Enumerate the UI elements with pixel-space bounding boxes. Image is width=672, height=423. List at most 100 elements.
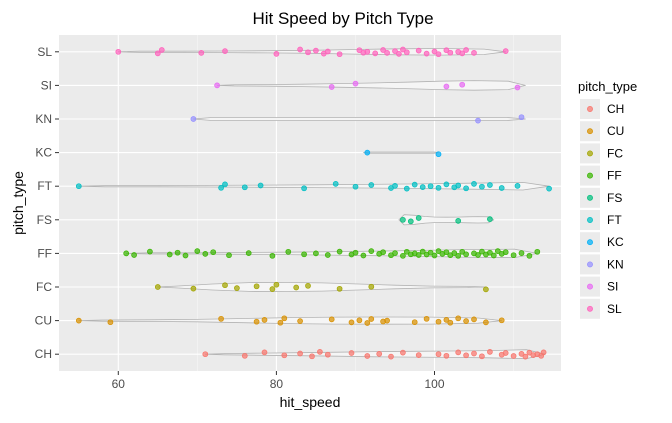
data-point-ch [510, 353, 517, 359]
data-point-si [328, 84, 335, 90]
violin-kn [193, 117, 526, 121]
data-point-ft [332, 181, 339, 187]
data-point-fc [305, 282, 311, 289]
data-point-ff [285, 248, 292, 255]
data-point-ff [475, 252, 481, 258]
data-point-ch [261, 349, 268, 356]
data-point-ft [419, 184, 426, 190]
data-point-cu [471, 316, 477, 323]
violin-fs [398, 214, 495, 226]
data-point-fc [273, 281, 280, 288]
data-point-fc [154, 284, 161, 290]
legend-swatch-cu [587, 128, 593, 135]
data-point-ch [540, 349, 547, 356]
data-point-ff [131, 252, 137, 258]
legend-swatch-si [587, 283, 593, 290]
legend-swatch-sl [587, 305, 593, 312]
data-point-ff [380, 249, 386, 256]
data-point-si [352, 80, 359, 87]
data-point-ft [403, 185, 410, 192]
data-point-ch [471, 350, 477, 357]
y-tick-label: CH [35, 347, 52, 361]
data-point-sl [423, 50, 430, 57]
data-point-ff [455, 252, 462, 259]
data-point-ff [494, 248, 501, 254]
data-point-sl [198, 50, 205, 56]
data-point-ff [269, 252, 276, 259]
data-point-ch [522, 353, 529, 360]
data-point-ch [443, 352, 450, 359]
data-point-ch [281, 352, 288, 359]
data-point-cu [261, 317, 268, 323]
legend: CH CU FC FF FS FT KC KN SI SL [580, 99, 624, 319]
data-point-sl [384, 50, 390, 56]
x-axis-title: hit_speed [280, 394, 341, 410]
data-point-ft [479, 183, 485, 190]
data-point-cu [297, 318, 303, 324]
data-point-ch [202, 351, 209, 358]
data-point-fc [253, 283, 260, 290]
data-point-sl [431, 48, 438, 55]
data-point-cu [384, 317, 390, 324]
data-point-fc [234, 285, 240, 291]
data-point-ft [301, 185, 307, 192]
data-point-ch [324, 351, 331, 358]
data-point-cu [364, 320, 371, 326]
data-point-cu [435, 318, 442, 325]
legend-label-si: SI [607, 280, 618, 294]
data-point-ch [502, 350, 509, 356]
data-point-ch [526, 349, 533, 356]
legend-label-sl: SL [607, 302, 622, 316]
data-point-ff [463, 251, 469, 258]
data-point-ff [336, 248, 343, 255]
data-point-si [514, 84, 521, 91]
y-tick-label: SI [41, 78, 52, 92]
data-point-ff [435, 248, 442, 254]
data-point-sl [297, 46, 303, 53]
data-point-ff [166, 251, 173, 258]
point-layer [75, 46, 552, 360]
data-point-ch [518, 351, 525, 357]
data-point-ff [403, 248, 410, 255]
data-point-si [459, 81, 466, 88]
data-point-ft [392, 183, 398, 189]
legend-label-ch: CH [607, 102, 624, 116]
data-point-kc [435, 151, 442, 158]
data-point-ch [317, 349, 323, 355]
y-tick-label: CU [35, 314, 52, 328]
legend-label-kn: KN [607, 257, 624, 271]
data-point-ch [241, 352, 248, 359]
y-tick-label: FF [37, 246, 52, 260]
legend-swatch-kc [587, 239, 593, 246]
x-tick-label: 80 [270, 377, 284, 391]
data-point-ch [415, 352, 422, 358]
data-point-kn [190, 116, 197, 122]
data-point-sl [336, 51, 343, 58]
data-point-cu [483, 319, 489, 326]
data-point-ft [75, 183, 82, 190]
data-point-ch [463, 352, 469, 359]
data-point-ff [226, 252, 232, 259]
data-point-sl [459, 50, 466, 57]
data-point-ff [324, 252, 331, 258]
y-tick-label: FC [36, 280, 52, 294]
data-point-ff [182, 252, 189, 259]
data-point-ff [352, 249, 359, 256]
data-point-cu [455, 315, 462, 322]
violin-kc [363, 151, 439, 154]
data-point-ff [174, 249, 181, 256]
data-point-ff [392, 250, 398, 256]
legend-label-ff: FF [607, 169, 622, 183]
data-point-sl [222, 48, 228, 54]
data-point-sl [400, 46, 406, 53]
data-point-fs [415, 215, 422, 221]
x-tick-label: 60 [112, 377, 126, 391]
data-point-ff [415, 252, 422, 258]
data-point-cu [368, 316, 375, 322]
data-point-cu [463, 318, 469, 324]
legend-title: pitch_type [578, 79, 637, 94]
data-point-ft [352, 183, 359, 190]
data-point-ft [455, 182, 462, 189]
data-point-fc [222, 282, 228, 289]
data-point-sl [443, 47, 450, 54]
